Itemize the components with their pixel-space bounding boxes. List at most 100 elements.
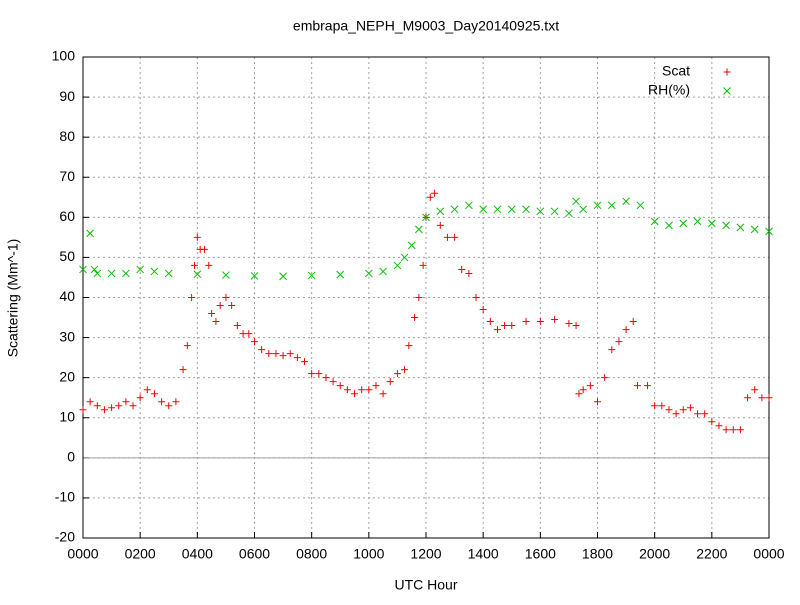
point	[79, 406, 87, 414]
x-tick-label: 0400	[182, 546, 213, 562]
point	[501, 322, 509, 330]
x-tick-label: 0600	[239, 546, 270, 562]
point	[136, 394, 144, 402]
point	[379, 390, 387, 398]
point	[308, 370, 316, 378]
point	[479, 205, 488, 214]
point	[493, 205, 502, 214]
point	[736, 426, 744, 434]
point	[150, 267, 159, 276]
x-tick-label: 1800	[582, 546, 613, 562]
x-tick-label: 0800	[296, 546, 327, 562]
point	[172, 398, 180, 406]
point	[222, 294, 230, 301]
y-tick-label: 80	[59, 128, 75, 144]
point	[188, 294, 196, 301]
point	[593, 201, 602, 210]
point	[693, 217, 702, 226]
point	[622, 326, 630, 334]
y-tick-label: 20	[59, 368, 75, 384]
x-tick-label: 1200	[410, 546, 441, 562]
y-tick-label: 0	[67, 449, 75, 465]
point	[165, 402, 173, 410]
point	[93, 402, 101, 410]
point	[415, 294, 423, 301]
point	[122, 398, 130, 406]
x-tick-label: 1400	[468, 546, 499, 562]
x-tick-label: 2000	[639, 546, 670, 562]
point	[343, 386, 351, 394]
point	[608, 346, 616, 354]
point	[751, 386, 759, 394]
point	[279, 272, 287, 281]
point	[551, 316, 559, 324]
point	[143, 386, 151, 394]
point	[164, 269, 173, 278]
point	[550, 207, 559, 216]
point	[651, 402, 659, 410]
point	[245, 330, 253, 338]
point	[193, 270, 202, 279]
point	[615, 338, 623, 346]
point	[679, 406, 687, 414]
point	[736, 223, 745, 232]
point	[286, 350, 294, 358]
point	[522, 318, 530, 326]
point	[336, 382, 344, 390]
point	[729, 426, 737, 434]
y-tick-label: -10	[55, 489, 75, 505]
point	[293, 354, 301, 362]
point	[634, 382, 642, 390]
point	[400, 253, 409, 262]
point	[415, 225, 423, 234]
point	[372, 382, 380, 390]
point	[622, 197, 630, 206]
point	[250, 272, 259, 280]
point	[351, 390, 359, 398]
y-tick-label: 70	[59, 168, 75, 184]
point	[665, 221, 673, 230]
y-tick-label: 40	[59, 288, 75, 304]
x-tick-label: 0000	[753, 546, 784, 562]
point	[379, 267, 387, 276]
point	[208, 310, 216, 318]
point	[708, 418, 716, 426]
point	[536, 207, 545, 216]
point	[401, 366, 409, 374]
point	[707, 219, 716, 228]
point	[522, 205, 530, 214]
x-tick-label: 0200	[125, 546, 156, 562]
point	[715, 422, 723, 430]
point	[411, 314, 419, 322]
point	[86, 398, 94, 406]
point	[365, 386, 373, 394]
point	[407, 241, 416, 250]
point	[486, 318, 494, 326]
point	[594, 398, 601, 406]
point	[450, 205, 459, 214]
x-tick-label: 1000	[353, 546, 384, 562]
point	[251, 338, 258, 346]
point	[701, 410, 709, 418]
chart-title: embrapa_NEPH_M9003_Day20140925.txt	[293, 18, 559, 34]
point	[722, 426, 730, 434]
point	[336, 270, 345, 279]
point	[679, 219, 688, 228]
point	[315, 370, 323, 378]
x-axis-label: UTC Hour	[394, 577, 457, 593]
point	[422, 213, 430, 222]
point	[358, 386, 366, 394]
point	[758, 394, 766, 402]
point	[472, 294, 480, 301]
point	[436, 221, 444, 229]
y-tick-label: 50	[59, 248, 75, 264]
point	[329, 378, 337, 386]
point	[265, 350, 273, 358]
point	[393, 370, 401, 378]
point	[122, 269, 130, 278]
point	[228, 302, 236, 310]
point	[150, 390, 158, 398]
y-tick-label: -20	[55, 529, 75, 545]
point	[579, 386, 587, 394]
